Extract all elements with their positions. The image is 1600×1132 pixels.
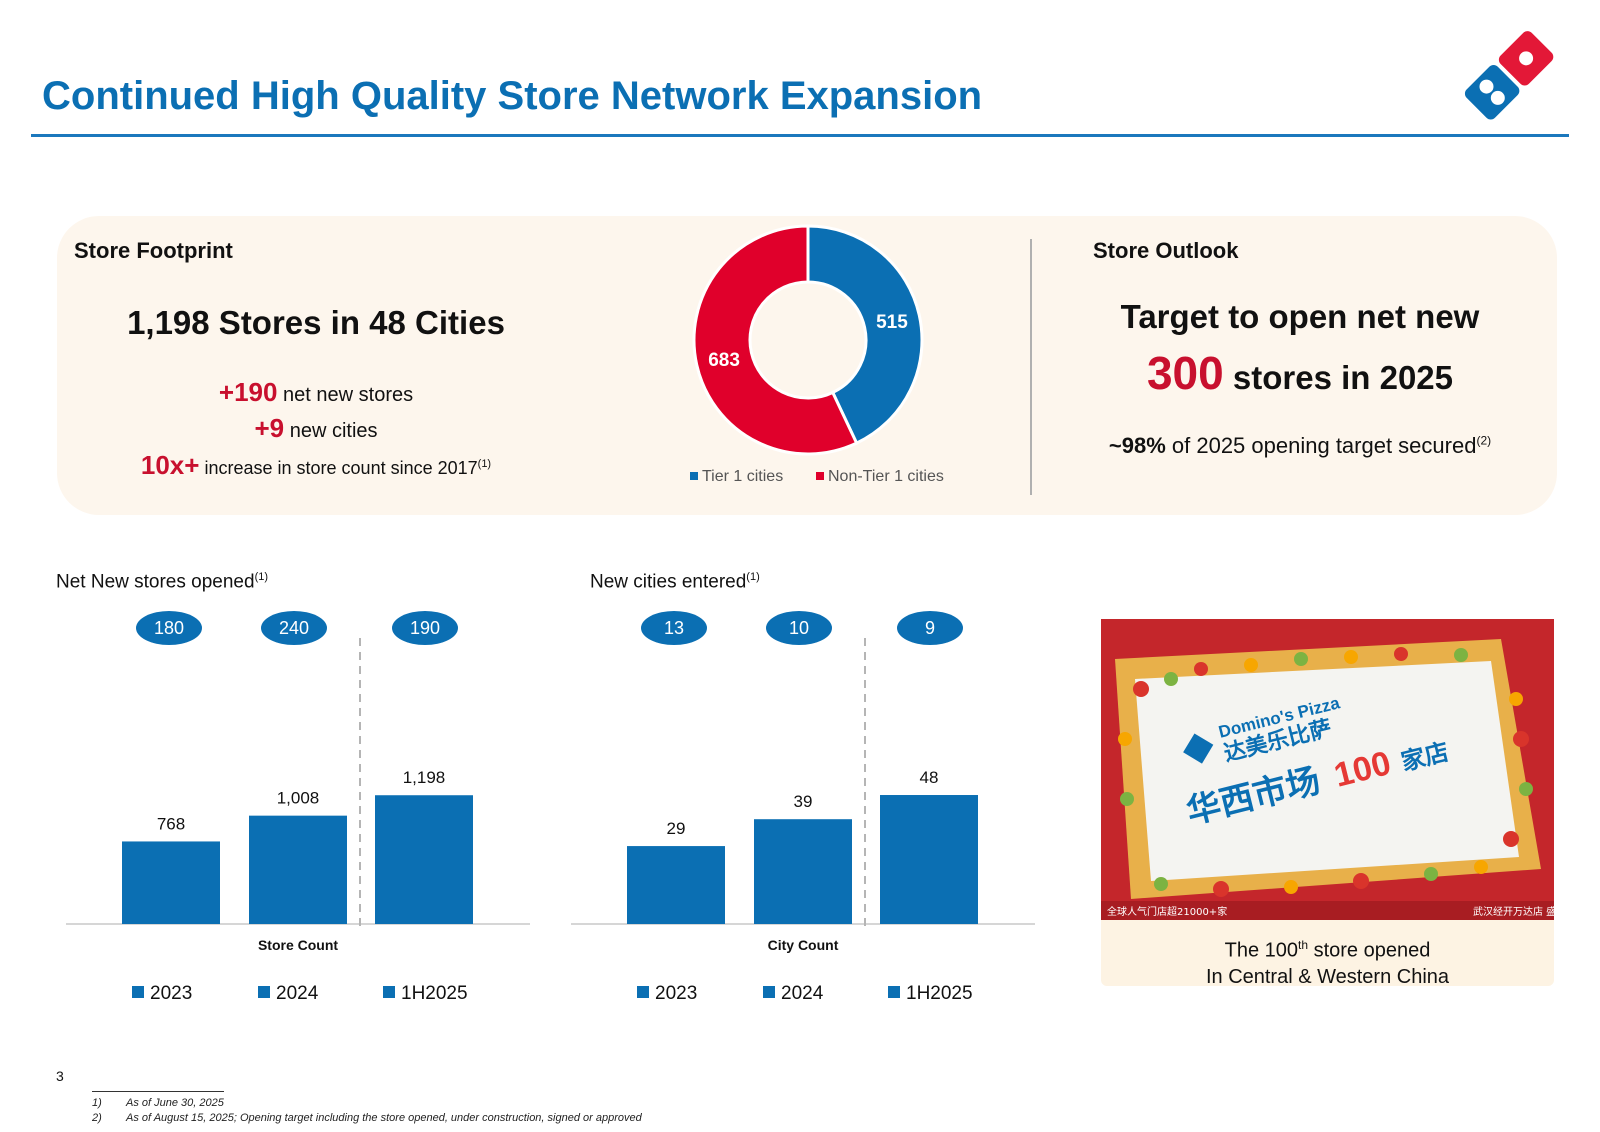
legend-nontier1-swatch: [816, 472, 824, 480]
stores-legend-swatch: [132, 986, 144, 998]
stores-value-label: 1,198: [403, 768, 446, 787]
cities-legend-label: 2024: [781, 983, 824, 1004]
outlook-target-label: stores in 2025: [1232, 359, 1454, 396]
cities-bar-chart: 29 13 2023 39 10 2024 48 9 1H2025 City Count: [571, 611, 1035, 1004]
cities-chart-title: New cities entered(1): [590, 571, 760, 593]
donut-slice-nontier1: [692, 224, 859, 456]
cities-legend-label: 2023: [655, 983, 697, 1004]
cities-bar-2023: [627, 846, 725, 924]
cities-x-axis-label: City Count: [768, 937, 839, 953]
photo-caption: The 100th store opened In Central & West…: [1205, 938, 1450, 988]
stores-x-axis-label: Store Count: [258, 937, 338, 953]
footprint-line-stores: +190 net new stores: [100, 377, 532, 408]
stores-value-label: 1,008: [277, 789, 320, 808]
stores-bar-2023: [122, 841, 220, 924]
cities-legend-swatch: [763, 986, 775, 998]
stores-bar-chart: 768 180 2023 1,008 240 2024 1,198 190 1H2025 Stor…: [66, 611, 530, 1004]
net-new-stores-label: net new stores: [283, 384, 414, 406]
cities-net-new-value: 9: [925, 618, 935, 638]
stores-legend-swatch: [258, 986, 270, 998]
footprint-line-growth: 10x+ increase in store count since 2017(…: [90, 450, 542, 481]
cake-photo: Domino's Pizza 达美乐比萨 华西市场 100 家店 全球人气门店超…: [1101, 619, 1554, 920]
stores-bar-1h2025: [375, 795, 473, 924]
cities-value-label: 29: [667, 819, 686, 838]
net-new-stores-value: +190: [218, 377, 278, 407]
cities-bar-1h2025: [880, 795, 978, 924]
footnote-1: 1) As of June 30, 2025: [92, 1097, 224, 1109]
stores-net-new-badge: [136, 611, 202, 645]
footnote-2: 2) As of August 15, 2025; Opening target …: [92, 1112, 642, 1124]
donut-label-tier1: 515: [876, 312, 908, 333]
store-outlook-heading: Store Outlook: [1093, 238, 1239, 263]
secured-footnote-ref: (2): [1476, 433, 1492, 448]
outlook-line1: Target to open net new: [1120, 298, 1480, 335]
stores-net-new-badge: [392, 611, 458, 645]
legend-tier1-swatch: [690, 472, 698, 480]
page-number: 3: [56, 1068, 64, 1084]
outlook-target-number: 300: [1146, 347, 1224, 399]
donut-legend: Tier 1 cities Non-Tier 1 cities: [690, 468, 944, 485]
dominos-logo-icon: [1464, 31, 1554, 120]
growth-label: increase in store count since 2017: [204, 458, 478, 478]
photo-banner-left: 全球人气门店超21000+家: [1107, 905, 1227, 918]
stores-legend-label: 2024: [276, 983, 319, 1004]
cities-bar-2024: [754, 819, 852, 924]
panel-divider: [1030, 239, 1032, 495]
photo-banner-right: 武汉经开万达店 盛大开业: [1473, 905, 1554, 918]
stores-net-new-badge: [261, 611, 327, 645]
stores-value-label: 768: [157, 814, 185, 833]
cities-legend-swatch: [637, 986, 649, 998]
tier-donut-chart: 515 683 Tier 1 cities Non-Tier 1 cities: [690, 224, 944, 485]
store-footprint-heading: Store Footprint: [74, 238, 233, 263]
secured-value: ~98%: [1108, 433, 1166, 458]
outlook-line2: 300 stores in 2025: [1070, 346, 1530, 400]
new-cities-value: +9: [254, 413, 285, 443]
stores-bar-2024: [249, 815, 347, 924]
stores-net-new-value: 190: [410, 618, 440, 638]
cities-value-label: 39: [794, 792, 813, 811]
cities-legend-label: 1H2025: [906, 983, 973, 1004]
legend-tier1-label: Tier 1 cities: [702, 468, 783, 485]
footprint-line-cities: +9 new cities: [100, 413, 532, 444]
growth-value: 10x+: [140, 450, 200, 480]
stores-net-new-value: 240: [279, 618, 309, 638]
cities-net-new-value: 10: [789, 618, 809, 638]
new-cities-label: new cities: [289, 420, 378, 442]
donut-slice-tier1: [806, 224, 924, 446]
stores-legend-label: 1H2025: [401, 983, 468, 1004]
stores-net-new-value: 180: [154, 618, 184, 638]
secured-label: of 2025 opening target secured: [1171, 433, 1477, 458]
footprint-headline: 1,198 Stores in 48 Cities: [127, 304, 505, 341]
cities-net-new-value: 13: [664, 618, 684, 638]
legend-nontier1-label: Non-Tier 1 cities: [828, 468, 944, 485]
cities-net-new-badge: [766, 611, 832, 645]
stores-legend-swatch: [383, 986, 395, 998]
stores-legend-label: 2023: [150, 983, 192, 1004]
page-title: Continued High Quality Store Network Exp…: [42, 74, 983, 118]
cities-legend-swatch: [888, 986, 900, 998]
growth-footnote-ref: (1): [477, 458, 492, 470]
title-divider: [31, 134, 1569, 137]
donut-label-nontier1: 683: [708, 350, 740, 371]
cake-logo-icon: [1183, 733, 1214, 764]
cities-net-new-badge: [641, 611, 707, 645]
cities-value-label: 48: [920, 768, 939, 787]
cities-net-new-badge: [897, 611, 963, 645]
stores-chart-title: Net New stores opened(1): [56, 571, 269, 593]
footnote-rule: [92, 1091, 224, 1092]
outlook-secured: ~98% of 2025 opening target secured(2): [1070, 433, 1530, 459]
